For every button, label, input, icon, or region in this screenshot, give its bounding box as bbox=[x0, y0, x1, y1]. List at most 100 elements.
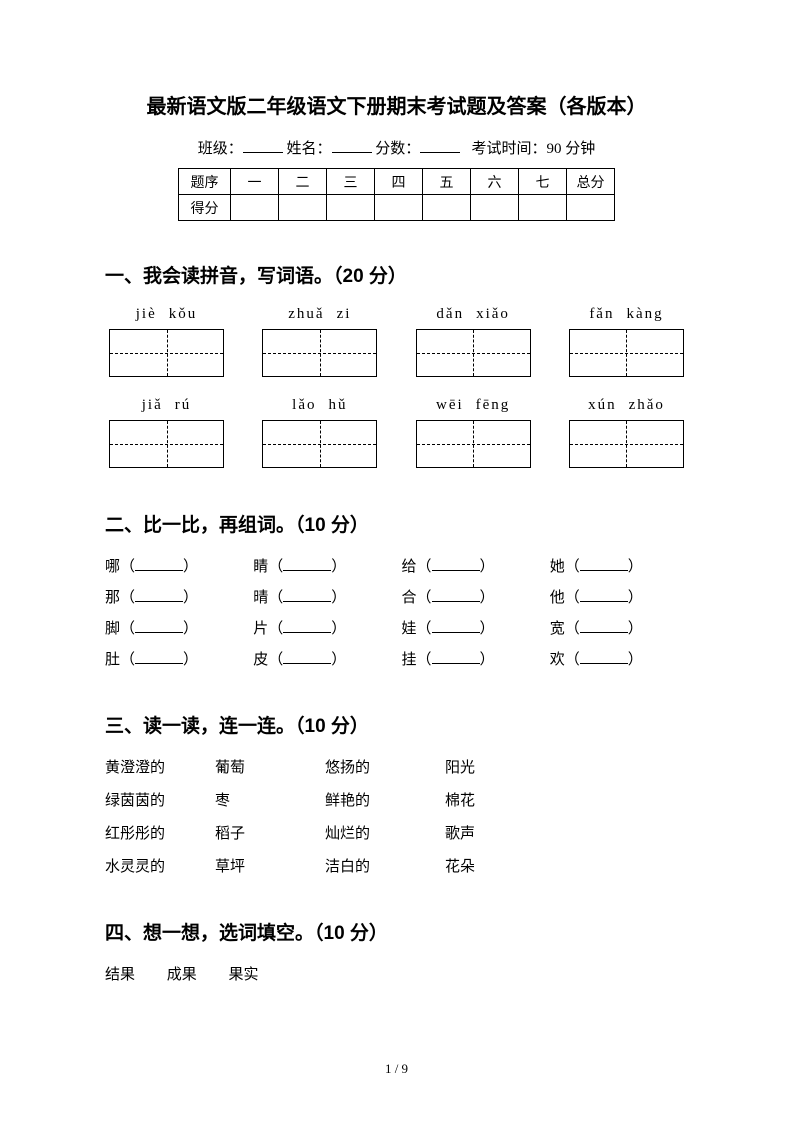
score-cell[interactable] bbox=[375, 195, 423, 221]
q2-item: 合（） bbox=[402, 586, 540, 607]
pinyin: rú bbox=[175, 397, 192, 414]
q3-cell: 水灵灵的 bbox=[105, 855, 215, 876]
char: 他 bbox=[550, 590, 565, 606]
q3-cell: 黄澄澄的 bbox=[105, 756, 215, 777]
q3-cell: 红彤彤的 bbox=[105, 822, 215, 843]
q2-grid: 哪（） 睛（） 给（） 她（） 那（） 晴（） 合（） 他（） 脚（） 片（） … bbox=[105, 555, 688, 669]
name-blank[interactable] bbox=[332, 139, 372, 153]
q2-item: 欢（） bbox=[550, 648, 688, 669]
col-header: 五 bbox=[423, 169, 471, 195]
answer-blank[interactable] bbox=[135, 559, 183, 571]
char-box[interactable] bbox=[262, 329, 377, 377]
char: 挂 bbox=[402, 652, 417, 668]
answer-blank[interactable] bbox=[135, 590, 183, 602]
char: 那 bbox=[105, 590, 120, 606]
answer-blank[interactable] bbox=[432, 621, 480, 633]
pinyin: fǎn bbox=[589, 306, 614, 323]
answer-blank[interactable] bbox=[432, 590, 480, 602]
table-row: 题序 一 二 三 四 五 六 七 总分 bbox=[179, 169, 615, 195]
pinyin-group: jièkǒu bbox=[109, 306, 224, 323]
box-row bbox=[105, 420, 688, 468]
pinyin: zhǎo bbox=[629, 397, 665, 414]
pinyin: jiǎ bbox=[142, 397, 163, 414]
q2-item: 他（） bbox=[550, 586, 688, 607]
pinyin: xún bbox=[588, 397, 617, 414]
char: 片 bbox=[253, 621, 268, 637]
col-header: 四 bbox=[375, 169, 423, 195]
class-blank[interactable] bbox=[243, 139, 283, 153]
q4-words: 结果 成果 果实 bbox=[105, 963, 688, 984]
col-header: 七 bbox=[519, 169, 567, 195]
question-4: 四、想一想，选词填空。（10 分） 结果 成果 果实 bbox=[105, 918, 688, 984]
char: 晴 bbox=[253, 590, 268, 606]
q3-grid: 黄澄澄的 葡萄 悠扬的 阳光 绿茵茵的 枣 鲜艳的 棉花 红彤彤的 稻子 灿烂的… bbox=[105, 756, 688, 876]
page-number: 1 / 9 bbox=[0, 1061, 793, 1077]
char: 她 bbox=[550, 559, 565, 575]
q2-item: 片（） bbox=[253, 617, 391, 638]
box-row bbox=[105, 329, 688, 377]
pinyin-group: zhuǎzi bbox=[262, 306, 377, 323]
answer-blank[interactable] bbox=[283, 621, 331, 633]
pinyin-group: lǎohǔ bbox=[262, 397, 377, 414]
score-cell[interactable] bbox=[423, 195, 471, 221]
q3-cell: 稻子 bbox=[215, 822, 325, 843]
answer-blank[interactable] bbox=[580, 621, 628, 633]
word-option: 成果 bbox=[167, 967, 197, 983]
q3-cell: 花朵 bbox=[445, 855, 545, 876]
q4-heading: 四、想一想，选词填空。（10 分） bbox=[105, 918, 688, 945]
pinyin: xiǎo bbox=[476, 306, 510, 323]
char-box[interactable] bbox=[416, 420, 531, 468]
char-box[interactable] bbox=[569, 329, 684, 377]
q3-cell: 枣 bbox=[215, 789, 325, 810]
class-label: 班级： bbox=[198, 141, 243, 157]
score-cell[interactable] bbox=[231, 195, 279, 221]
pinyin-group: dǎnxiǎo bbox=[416, 306, 531, 323]
q3-cell: 草坪 bbox=[215, 855, 325, 876]
answer-blank[interactable] bbox=[283, 590, 331, 602]
score-cell[interactable] bbox=[567, 195, 615, 221]
q2-item: 哪（） bbox=[105, 555, 243, 576]
pinyin: kǒu bbox=[169, 306, 198, 323]
char-box[interactable] bbox=[416, 329, 531, 377]
time-label: 考试时间：90 分钟 bbox=[472, 141, 596, 157]
char: 睛 bbox=[253, 559, 268, 575]
score-cell[interactable] bbox=[327, 195, 375, 221]
q2-item: 宽（） bbox=[550, 617, 688, 638]
char: 欢 bbox=[550, 652, 565, 668]
name-label: 姓名： bbox=[286, 141, 331, 157]
score-cell[interactable] bbox=[471, 195, 519, 221]
q2-item: 肚（） bbox=[105, 648, 243, 669]
answer-blank[interactable] bbox=[135, 652, 183, 664]
score-cell[interactable] bbox=[519, 195, 567, 221]
q2-item: 娃（） bbox=[402, 617, 540, 638]
answer-blank[interactable] bbox=[580, 652, 628, 664]
q2-item: 脚（） bbox=[105, 617, 243, 638]
pinyin-group: fǎnkàng bbox=[569, 306, 684, 323]
char-box[interactable] bbox=[569, 420, 684, 468]
pinyin: hǔ bbox=[328, 397, 347, 414]
q2-item: 皮（） bbox=[253, 648, 391, 669]
char: 脚 bbox=[105, 621, 120, 637]
answer-blank[interactable] bbox=[432, 652, 480, 664]
char-box[interactable] bbox=[109, 420, 224, 468]
score-blank[interactable] bbox=[420, 139, 460, 153]
answer-blank[interactable] bbox=[432, 559, 480, 571]
info-line: 班级： 姓名： 分数： 考试时间：90 分钟 bbox=[105, 137, 688, 158]
pinyin-row: jiǎrú lǎohǔ wēifēng xúnzhǎo bbox=[105, 397, 688, 414]
q3-cell: 阳光 bbox=[445, 756, 545, 777]
char-box[interactable] bbox=[109, 329, 224, 377]
char-box[interactable] bbox=[262, 420, 377, 468]
q3-cell: 悠扬的 bbox=[325, 756, 445, 777]
score-cell[interactable] bbox=[279, 195, 327, 221]
q2-item: 她（） bbox=[550, 555, 688, 576]
answer-blank[interactable] bbox=[580, 590, 628, 602]
answer-blank[interactable] bbox=[580, 559, 628, 571]
answer-blank[interactable] bbox=[283, 652, 331, 664]
table-row: 得分 bbox=[179, 195, 615, 221]
answer-blank[interactable] bbox=[135, 621, 183, 633]
answer-blank[interactable] bbox=[283, 559, 331, 571]
col-header: 一 bbox=[231, 169, 279, 195]
q3-cell: 歌声 bbox=[445, 822, 545, 843]
char: 哪 bbox=[105, 559, 120, 575]
pinyin: wēi bbox=[436, 397, 464, 414]
